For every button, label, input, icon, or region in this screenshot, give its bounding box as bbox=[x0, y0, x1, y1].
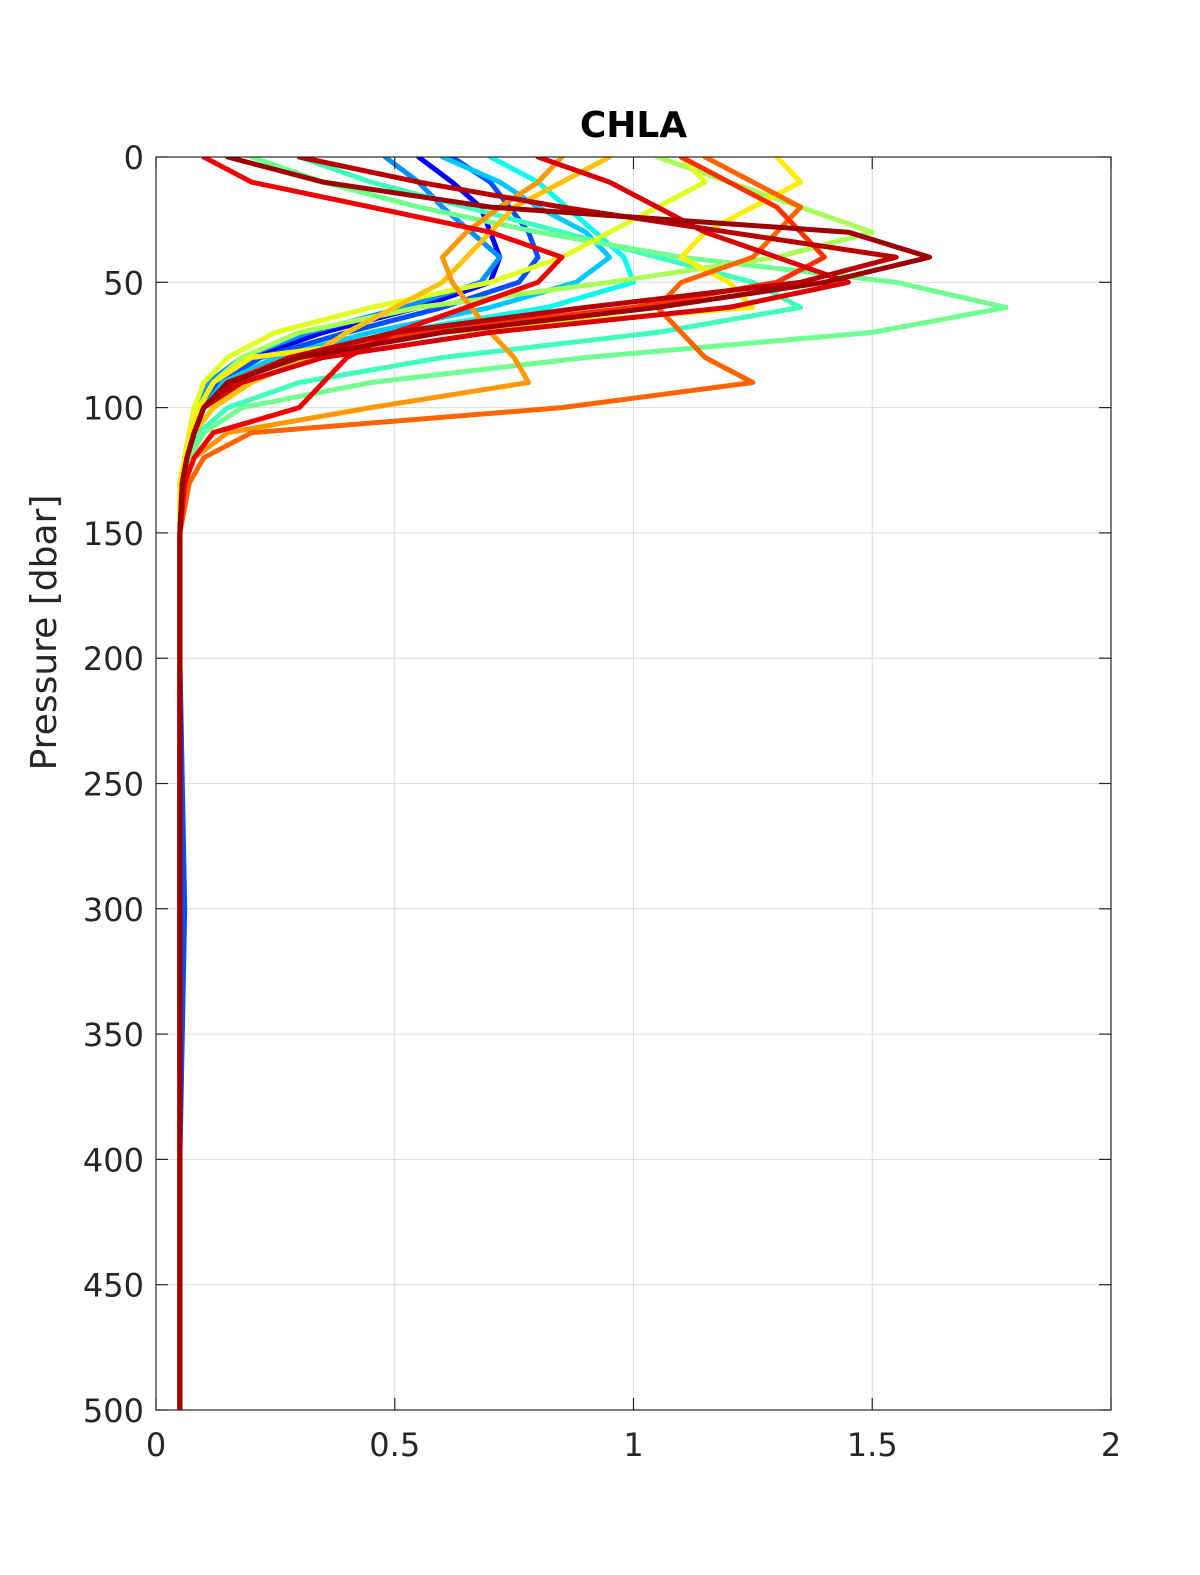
x-axis-tick-labels: 0 0.5 1 1.5 2 bbox=[146, 1426, 1121, 1464]
x-tick-label: 0 bbox=[146, 1426, 166, 1464]
y-tick-label: 450 bbox=[83, 1267, 144, 1305]
x-tick-label: 2 bbox=[1101, 1426, 1121, 1464]
y-tick-label: 100 bbox=[83, 390, 144, 428]
y-axis-label: Pressure [dbar] bbox=[24, 495, 65, 771]
y-tick-label: 300 bbox=[83, 891, 144, 929]
y-tick-label: 0 bbox=[124, 139, 144, 177]
y-axis-tick-labels: 0 50 100 150 200 250 300 350 400 450 500 bbox=[83, 139, 144, 1430]
profile-series bbox=[177, 157, 1009, 1410]
y-tick-label: 50 bbox=[103, 264, 144, 302]
x-tick-label: 1.5 bbox=[847, 1426, 898, 1464]
y-tick-label: 400 bbox=[83, 1141, 144, 1179]
x-tick-label: 1 bbox=[623, 1426, 643, 1464]
y-tick-label: 500 bbox=[83, 1392, 144, 1430]
x-tick-label: 0.5 bbox=[369, 1426, 420, 1464]
profile-line-18 bbox=[177, 157, 933, 1410]
chart-title: CHLA bbox=[580, 105, 687, 146]
y-tick-label: 200 bbox=[83, 640, 144, 678]
axis-ticks bbox=[155, 156, 1112, 1411]
y-tick-label: 350 bbox=[83, 1016, 144, 1054]
y-tick-label: 250 bbox=[83, 766, 144, 804]
y-tick-label: 150 bbox=[83, 515, 144, 553]
